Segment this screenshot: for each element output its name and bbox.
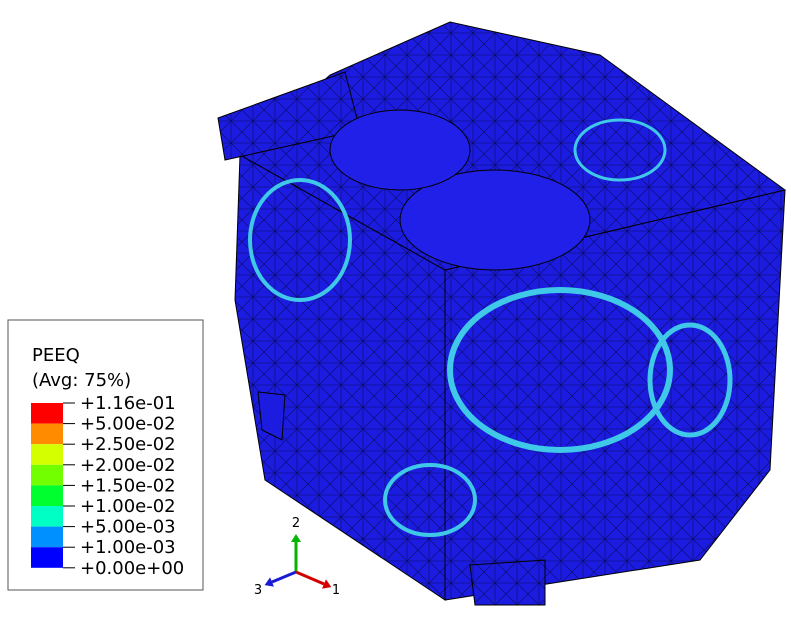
legend-swatch [31,485,63,506]
triad-axis [296,572,324,584]
legend-subtitle: (Avg: 75%) [32,370,131,391]
legend-label: +5.00e-02 [80,414,176,435]
legend-swatch [31,527,63,548]
triad-axis [272,572,296,582]
legend-swatch [31,444,63,465]
legend-label: +1.50e-02 [80,475,176,496]
legend-label: +0.00e+00 [80,558,184,579]
legend-swatch [31,506,63,527]
triad-arrow [291,534,301,542]
legend-swatch [31,424,63,445]
triad-label: 1 [332,583,340,598]
legend-label: +1.16e-01 [80,393,176,414]
triad-label: 3 [254,583,262,598]
viewport: PEEQ (Avg: 75%) +1.16e-01+5.00e-02+2.50e… [0,0,791,619]
mesh-model [218,22,785,605]
triad-label: 2 [292,516,300,531]
grain [470,560,545,605]
grain [330,110,470,190]
triad: 2 1 3 [254,516,340,598]
legend-label: +1.00e-02 [80,496,176,517]
legend-swatch [31,547,63,568]
legend-swatch [31,465,63,486]
legend: PEEQ (Avg: 75%) +1.16e-01+5.00e-02+2.50e… [8,320,203,590]
legend-label: +2.50e-02 [80,434,176,455]
legend-label: +1.00e-03 [80,537,176,558]
legend-title: PEEQ [32,345,80,366]
legend-bands: +1.16e-01+5.00e-02+2.50e-02+2.00e-02+1.5… [31,393,184,579]
legend-swatch [31,403,63,424]
legend-label: +5.00e-03 [80,517,176,538]
scene: PEEQ (Avg: 75%) +1.16e-01+5.00e-02+2.50e… [0,0,791,619]
legend-label: +2.00e-02 [80,455,176,476]
